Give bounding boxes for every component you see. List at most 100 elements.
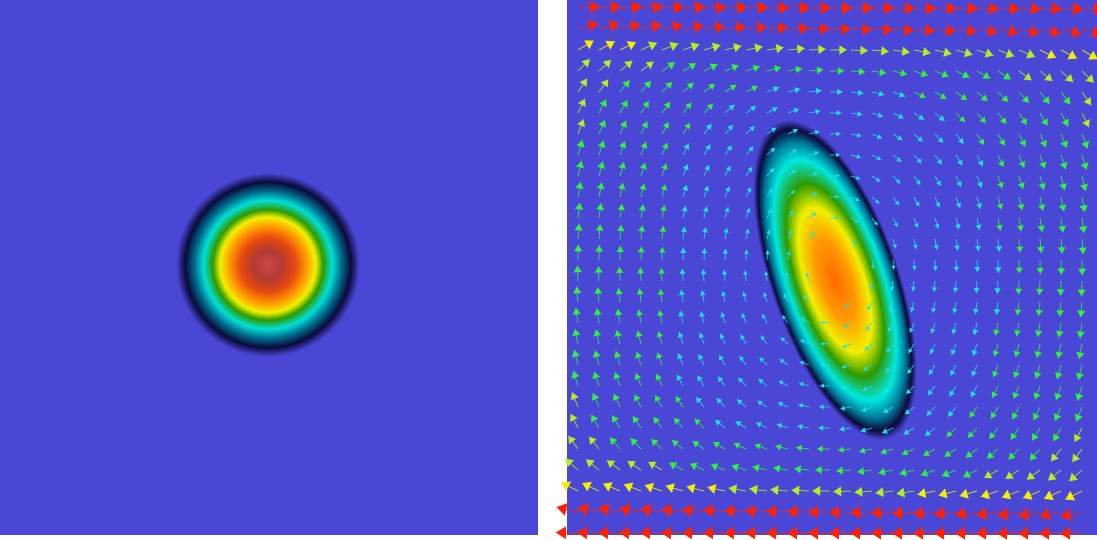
arrow-head xyxy=(901,46,910,56)
sheared-blob xyxy=(753,119,917,441)
arrow-head xyxy=(1081,140,1090,149)
arrow-head xyxy=(801,317,806,322)
arrow-head xyxy=(744,228,750,234)
arrow-head xyxy=(749,126,755,132)
arrow-head xyxy=(657,310,664,317)
arrow-head xyxy=(608,20,620,33)
arrow-head xyxy=(1022,490,1033,500)
arrow-head xyxy=(689,462,698,471)
arrow-head xyxy=(609,437,618,446)
arrow-head xyxy=(678,289,686,296)
arrow-head xyxy=(1051,2,1062,16)
arrow-head xyxy=(613,372,621,380)
arrow-head xyxy=(882,428,888,434)
arrow-head xyxy=(626,41,637,51)
arrow-head xyxy=(948,410,954,417)
arrow-head xyxy=(1060,140,1068,148)
arrow-head xyxy=(767,208,772,214)
arrow-head xyxy=(1093,2,1097,16)
arrow-head xyxy=(1053,413,1062,421)
arrow-head xyxy=(814,150,819,156)
arrow-head xyxy=(922,47,931,57)
arrow-head xyxy=(938,488,948,499)
arrow-head xyxy=(787,526,798,540)
arrow-head xyxy=(840,405,846,411)
arrow-head xyxy=(862,1,873,15)
arrow-head xyxy=(862,23,872,36)
arrow-head xyxy=(1083,96,1092,106)
arrow-head xyxy=(703,526,714,540)
arrow-head xyxy=(1039,161,1047,169)
arrow-head xyxy=(764,271,769,276)
arrow-head xyxy=(794,465,801,474)
arrow-head xyxy=(743,270,748,275)
arrow-head xyxy=(774,65,782,73)
arrow-head xyxy=(886,347,892,353)
arrow-head xyxy=(795,65,803,74)
arrow-head xyxy=(972,308,979,315)
arrow-head xyxy=(817,445,823,453)
arrow-head xyxy=(976,526,987,540)
arrow-head xyxy=(799,22,809,35)
arrow-head xyxy=(904,409,911,415)
arrow-head xyxy=(1076,331,1085,339)
arrow-head xyxy=(871,506,882,520)
arrow-head xyxy=(877,112,884,118)
arrow-head xyxy=(955,202,962,209)
arrow-head xyxy=(963,470,972,478)
arrow-head xyxy=(593,308,602,316)
arrow-head xyxy=(875,487,884,498)
arrow-head xyxy=(746,187,752,193)
arrow-head xyxy=(862,386,868,391)
arrow-head xyxy=(836,152,841,158)
arrow-head xyxy=(844,304,849,308)
arrow-head xyxy=(976,181,983,188)
arrow-head xyxy=(913,222,919,228)
arrow-head xyxy=(1044,73,1053,82)
arrow-head xyxy=(835,215,839,220)
arrow-head xyxy=(785,271,789,276)
arrow-head xyxy=(984,48,994,58)
arrow-head xyxy=(945,24,956,37)
arrow-head xyxy=(1019,139,1026,147)
arrow-head xyxy=(859,447,866,454)
arrow-head xyxy=(633,394,641,402)
arrow-head xyxy=(926,409,933,416)
arrow-head xyxy=(946,1,957,15)
arrow-head xyxy=(652,0,663,14)
arrow-head xyxy=(615,266,624,274)
arrow-head xyxy=(819,404,824,410)
arrow-head xyxy=(958,115,966,123)
arrow-head xyxy=(637,246,645,253)
arrow-head xyxy=(619,141,627,149)
arrow-head xyxy=(702,206,709,212)
arrow-head xyxy=(894,200,900,206)
arrow-head xyxy=(980,489,991,500)
arrow-head xyxy=(792,149,798,154)
arrow-head xyxy=(946,430,953,437)
arrow-head xyxy=(1046,49,1057,59)
arrow-head xyxy=(812,486,821,496)
arrow-head xyxy=(758,379,764,384)
arrow-head xyxy=(883,408,889,413)
arrow-head xyxy=(752,64,760,73)
arrow-head xyxy=(682,185,689,191)
arrow-head xyxy=(837,88,843,96)
arrow-head xyxy=(1049,25,1061,38)
arrow-head xyxy=(941,469,950,478)
arrow-head xyxy=(675,396,682,403)
arrow-head xyxy=(766,229,771,234)
arrow-head xyxy=(696,397,702,404)
arrow-head xyxy=(856,154,861,159)
arrow-head xyxy=(682,164,689,171)
arrow-head xyxy=(913,526,924,540)
arrow-head xyxy=(999,117,1007,125)
arrow-head xyxy=(678,310,685,317)
arrow-head xyxy=(739,356,745,362)
arrow-head xyxy=(610,0,621,14)
arrow-head xyxy=(556,503,568,516)
arrow-head xyxy=(672,20,683,33)
arrow-head xyxy=(929,369,934,375)
arrow-head xyxy=(717,376,724,383)
arrow-head xyxy=(957,137,964,144)
